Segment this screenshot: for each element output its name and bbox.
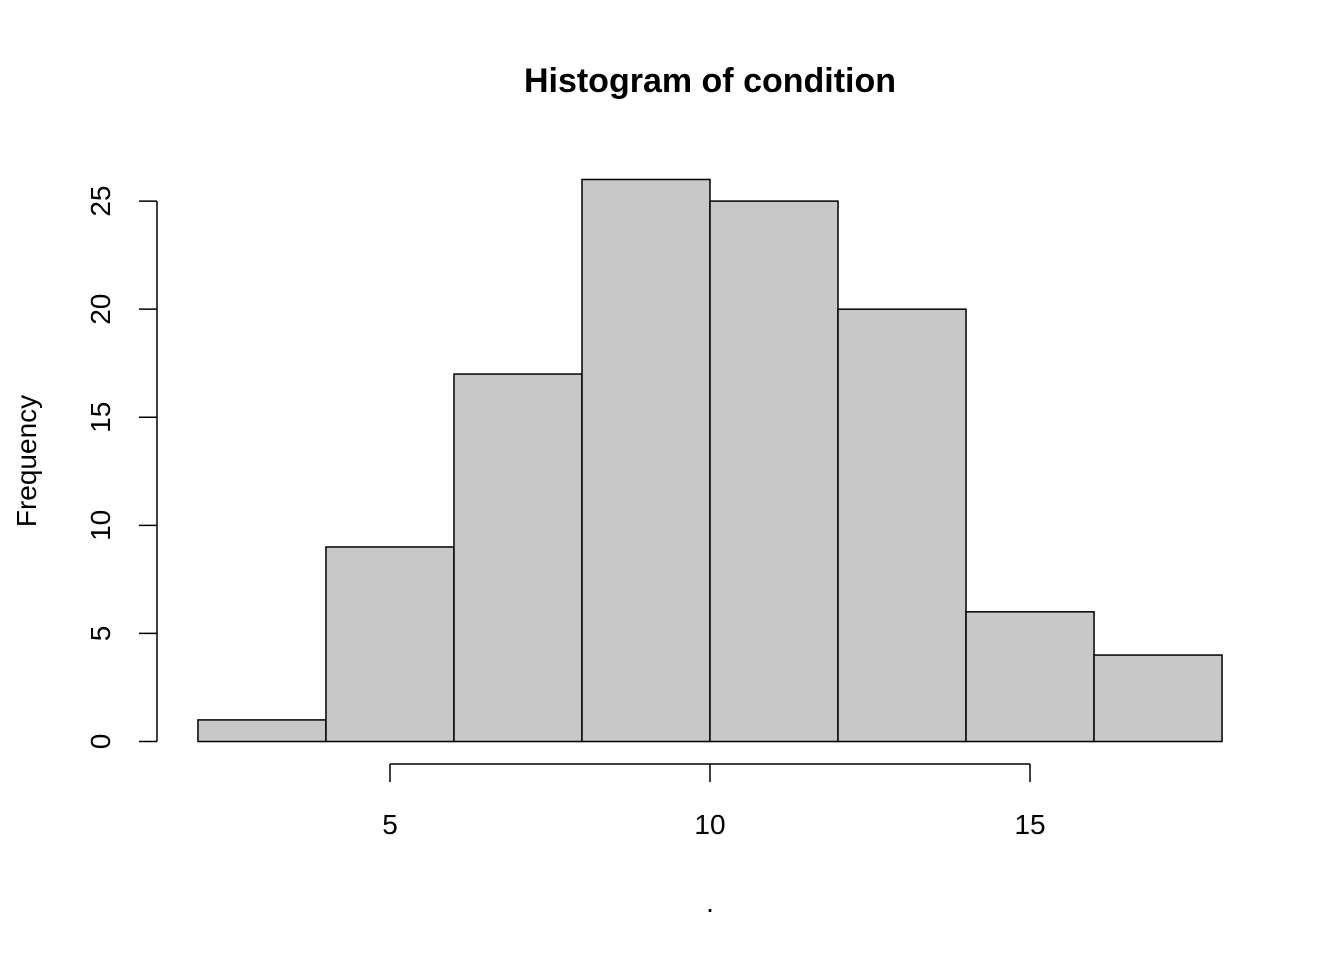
- bar: [1093, 654, 1223, 743]
- bar: [965, 611, 1095, 743]
- y-tick-label: 20: [85, 294, 116, 325]
- x-tick-label: 5: [382, 809, 398, 840]
- bar: [453, 373, 583, 743]
- x-tick-label: 10: [694, 809, 725, 840]
- bar: [709, 200, 839, 743]
- y-tick-label: 10: [85, 510, 116, 541]
- x-tick-label: 15: [1014, 809, 1045, 840]
- bar: [837, 308, 967, 743]
- y-tick-label: 5: [85, 626, 116, 642]
- y-tick-label: 15: [85, 402, 116, 433]
- bar: [197, 719, 327, 743]
- y-tick-label: 25: [85, 186, 116, 217]
- bar: [581, 178, 711, 743]
- x-axis-label: .: [706, 887, 714, 918]
- y-axis-label: Frequency: [11, 395, 42, 527]
- chart-title: Histogram of condition: [524, 62, 896, 100]
- bar: [325, 546, 455, 743]
- y-tick-label: 0: [85, 734, 116, 750]
